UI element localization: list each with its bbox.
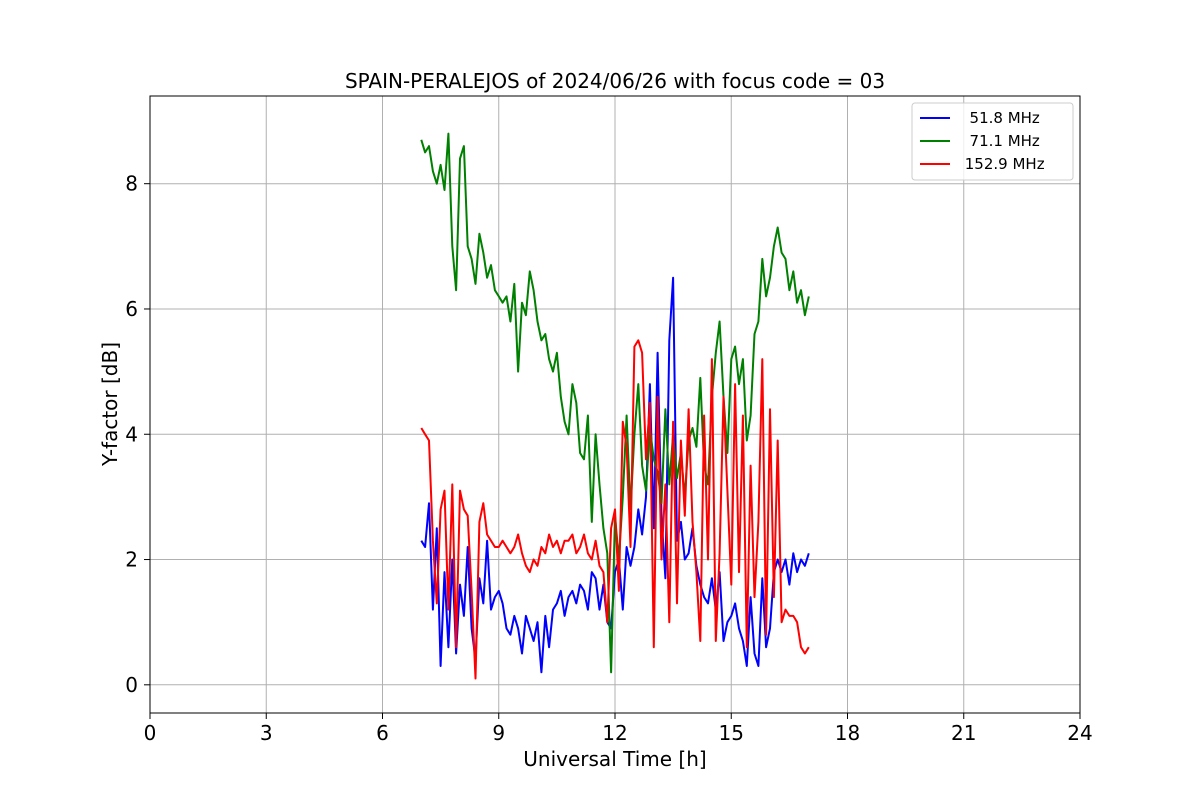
legend-label-152-9: 152.9 MHz bbox=[960, 155, 1045, 173]
x-axis-ticks: 0 3 6 9 12 15 18 21 24 bbox=[144, 713, 1093, 745]
x-tick-label: 24 bbox=[1067, 721, 1092, 745]
legend-box bbox=[911, 102, 1074, 181]
y-tick-label: 2 bbox=[125, 548, 138, 572]
x-tick-label: 6 bbox=[376, 721, 389, 745]
legend-label-71-1: 71.1 MHz bbox=[960, 132, 1040, 150]
y-tick-label: 8 bbox=[125, 172, 138, 196]
y-tick-label: 4 bbox=[125, 422, 138, 446]
x-tick-label: 18 bbox=[835, 721, 860, 745]
y-tick-label: 6 bbox=[125, 297, 138, 321]
y-axis-ticks: 0 2 4 6 8 bbox=[125, 172, 150, 697]
x-tick-label: 0 bbox=[144, 721, 157, 745]
y-axis-label: Y-factor [dB] bbox=[98, 342, 122, 467]
x-tick-label: 3 bbox=[260, 721, 273, 745]
legend-label-51-8: 51.8 MHz bbox=[960, 109, 1040, 127]
x-tick-label: 12 bbox=[602, 721, 627, 745]
x-tick-label: 21 bbox=[951, 721, 976, 745]
x-tick-label: 15 bbox=[719, 721, 744, 745]
series-line-51-8-mhz bbox=[420, 276, 810, 674]
x-tick-label: 9 bbox=[492, 721, 505, 745]
series-line-152-9-mhz bbox=[420, 339, 810, 680]
legend: 51.8 MHz 71.1 MHz 152.9 MHz bbox=[911, 102, 1074, 181]
chart-title: SPAIN-PERALEJOS of 2024/06/26 with focus… bbox=[345, 69, 885, 93]
series-lines bbox=[420, 132, 810, 680]
x-axis-label: Universal Time [h] bbox=[523, 747, 706, 771]
y-tick-label: 0 bbox=[125, 673, 138, 697]
